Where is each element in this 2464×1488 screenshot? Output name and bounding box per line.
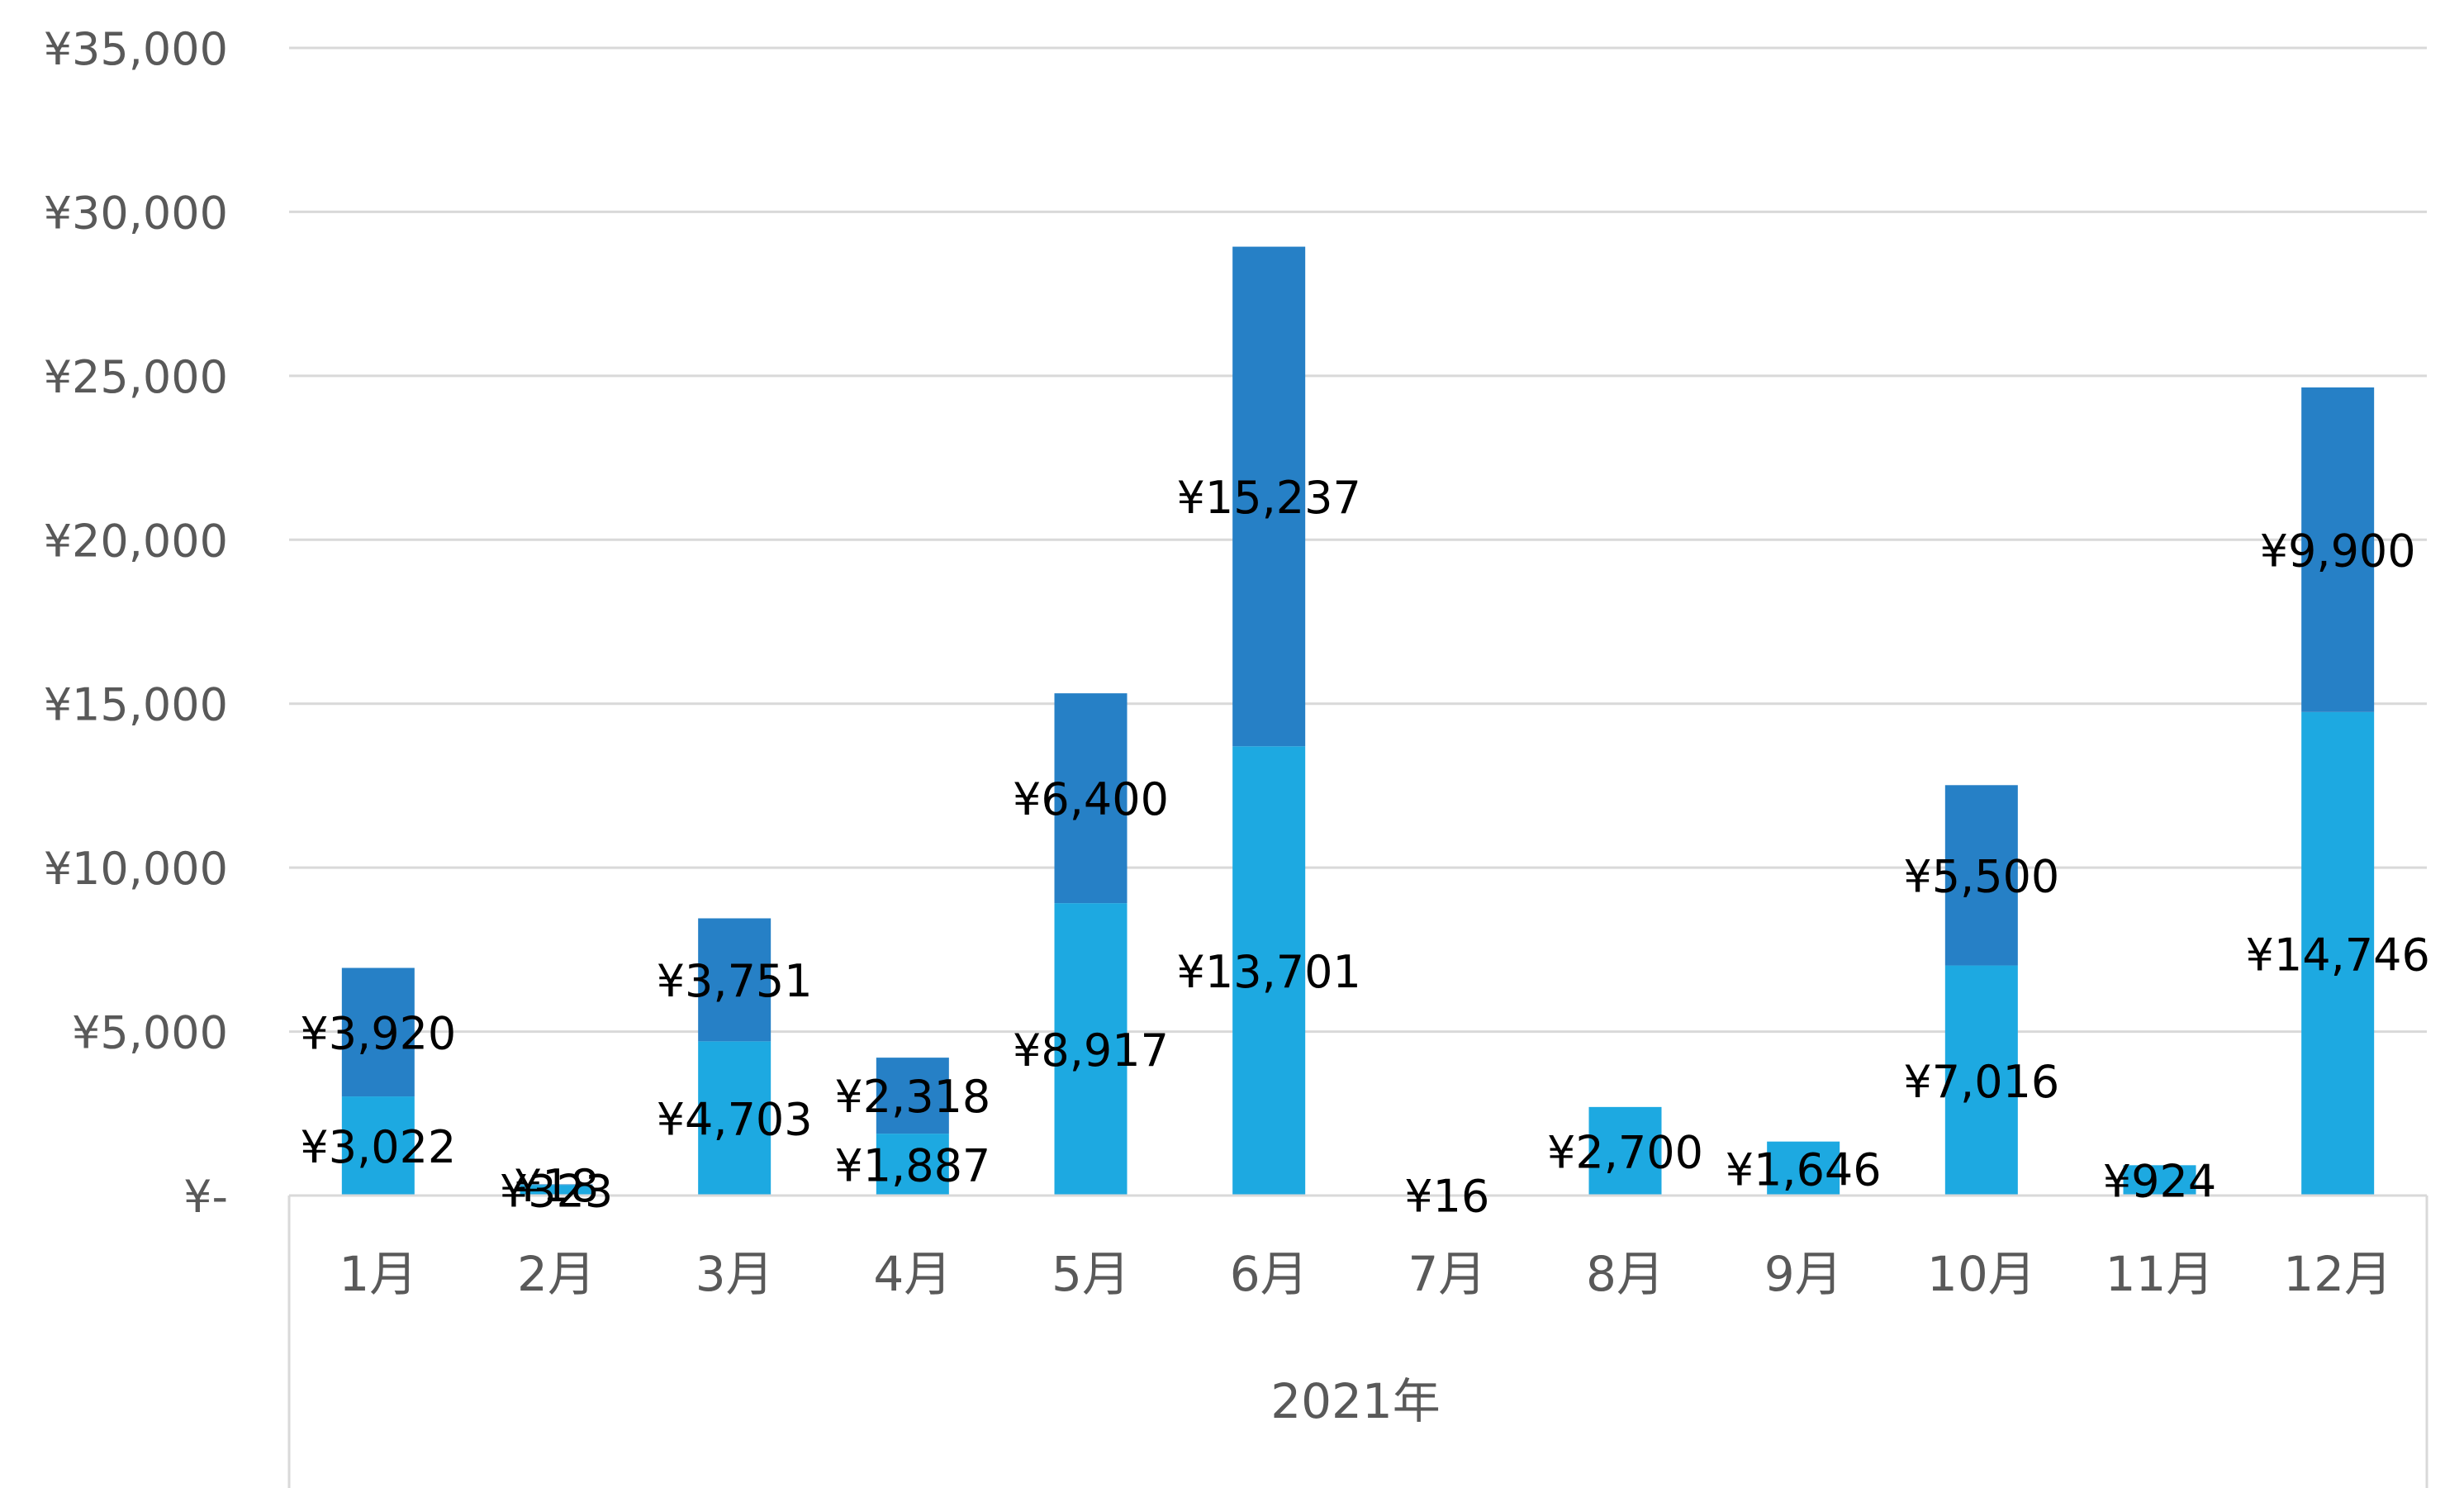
bar-upper bbox=[1944, 785, 2018, 966]
x-tick-label: 4月 bbox=[873, 1246, 952, 1302]
bar-upper bbox=[1054, 693, 1128, 904]
data-label: ¥3,751 bbox=[657, 955, 813, 1007]
y-axis-tick-labels: ¥- ¥5,000 ¥10,000 ¥15,000 ¥20,000 ¥25,000 ¥30,… bbox=[44, 23, 228, 1223]
data-label: ¥18 bbox=[514, 1160, 599, 1212]
data-label: ¥3,022 bbox=[300, 1121, 456, 1173]
data-label: ¥3,920 bbox=[300, 1007, 456, 1059]
y-tick-label: ¥30,000 bbox=[44, 187, 228, 239]
x-tick-label: 11月 bbox=[2106, 1246, 2215, 1302]
bar-lower bbox=[520, 1185, 593, 1196]
bar-lower bbox=[1944, 965, 2018, 1196]
data-label: ¥7,016 bbox=[1903, 1056, 2059, 1108]
y-tick-label: ¥20,000 bbox=[44, 515, 228, 567]
y-tick-label: ¥10,000 bbox=[44, 843, 228, 895]
y-tick-label: ¥- bbox=[183, 1171, 228, 1223]
bar-lower bbox=[1232, 746, 1306, 1196]
data-label: ¥9,900 bbox=[2260, 525, 2416, 577]
bar-upper bbox=[698, 918, 771, 1042]
bars bbox=[341, 246, 2375, 1196]
bar-upper bbox=[341, 967, 415, 1097]
x-tick-label: 1月 bbox=[339, 1246, 417, 1302]
bar-lower bbox=[2301, 711, 2375, 1196]
x-tick-label: 7月 bbox=[1408, 1246, 1486, 1302]
data-label: ¥4,703 bbox=[657, 1094, 813, 1146]
x-tick-label: 6月 bbox=[1230, 1246, 1308, 1302]
x-tick-label: 5月 bbox=[1052, 1246, 1130, 1302]
data-label: ¥6,400 bbox=[1013, 773, 1169, 825]
data-label: ¥1,646 bbox=[1726, 1143, 1882, 1196]
data-label: ¥5,500 bbox=[1903, 850, 2059, 902]
y-tick-label: ¥35,000 bbox=[44, 23, 228, 75]
data-label: ¥1,887 bbox=[834, 1140, 990, 1192]
bar-lower bbox=[698, 1041, 771, 1196]
x-axis-tick-labels: 1月 2月 3月 4月 5月 6月 7月 8月 9月 10月 11月 12月 bbox=[339, 1246, 2392, 1302]
x-tick-label: 10月 bbox=[1927, 1246, 2036, 1302]
data-label: ¥14,746 bbox=[2246, 929, 2430, 981]
bar-lower bbox=[1767, 1141, 1840, 1196]
data-label: ¥13,701 bbox=[1177, 946, 1361, 998]
bar-lower bbox=[876, 1134, 949, 1196]
data-label: ¥2,700 bbox=[1547, 1126, 1703, 1178]
bar-lower bbox=[1588, 1106, 1662, 1196]
x-tick-label: 3月 bbox=[696, 1246, 774, 1302]
x-tick-label: 2月 bbox=[517, 1246, 596, 1302]
bar-lower bbox=[2123, 1165, 2196, 1196]
bar-upper bbox=[876, 1058, 949, 1134]
x-tick-label: 8月 bbox=[1586, 1246, 1664, 1302]
data-labels: ¥3,022 ¥3,920 ¥323¥18 ¥4,703 ¥3,751 ¥1,887 ¥2,… bbox=[300, 472, 2429, 1223]
gridlines bbox=[289, 46, 2427, 1034]
bar-lower bbox=[341, 1096, 415, 1196]
bar-upper bbox=[1232, 246, 1306, 747]
bar-lower bbox=[1054, 903, 1128, 1196]
x-axis-frame bbox=[287, 1194, 2428, 1488]
data-label: ¥924 bbox=[2103, 1156, 2216, 1208]
data-label: ¥323 bbox=[500, 1166, 613, 1218]
data-label: ¥2,318 bbox=[834, 1071, 990, 1123]
bar-upper bbox=[520, 1184, 593, 1186]
y-tick-label: ¥5,000 bbox=[72, 1007, 228, 1059]
data-label: ¥8,917 bbox=[1013, 1024, 1169, 1077]
x-axis-group-label: 2021年 bbox=[1270, 1373, 1441, 1429]
y-tick-label: ¥25,000 bbox=[44, 351, 228, 403]
data-label: ¥15,237 bbox=[1177, 472, 1361, 524]
x-tick-label: 12月 bbox=[2283, 1246, 2392, 1302]
bar-upper bbox=[2301, 387, 2375, 712]
x-tick-label: 9月 bbox=[1764, 1246, 1843, 1302]
data-label: ¥16 bbox=[1404, 1171, 1489, 1223]
y-tick-label: ¥15,000 bbox=[44, 679, 228, 731]
